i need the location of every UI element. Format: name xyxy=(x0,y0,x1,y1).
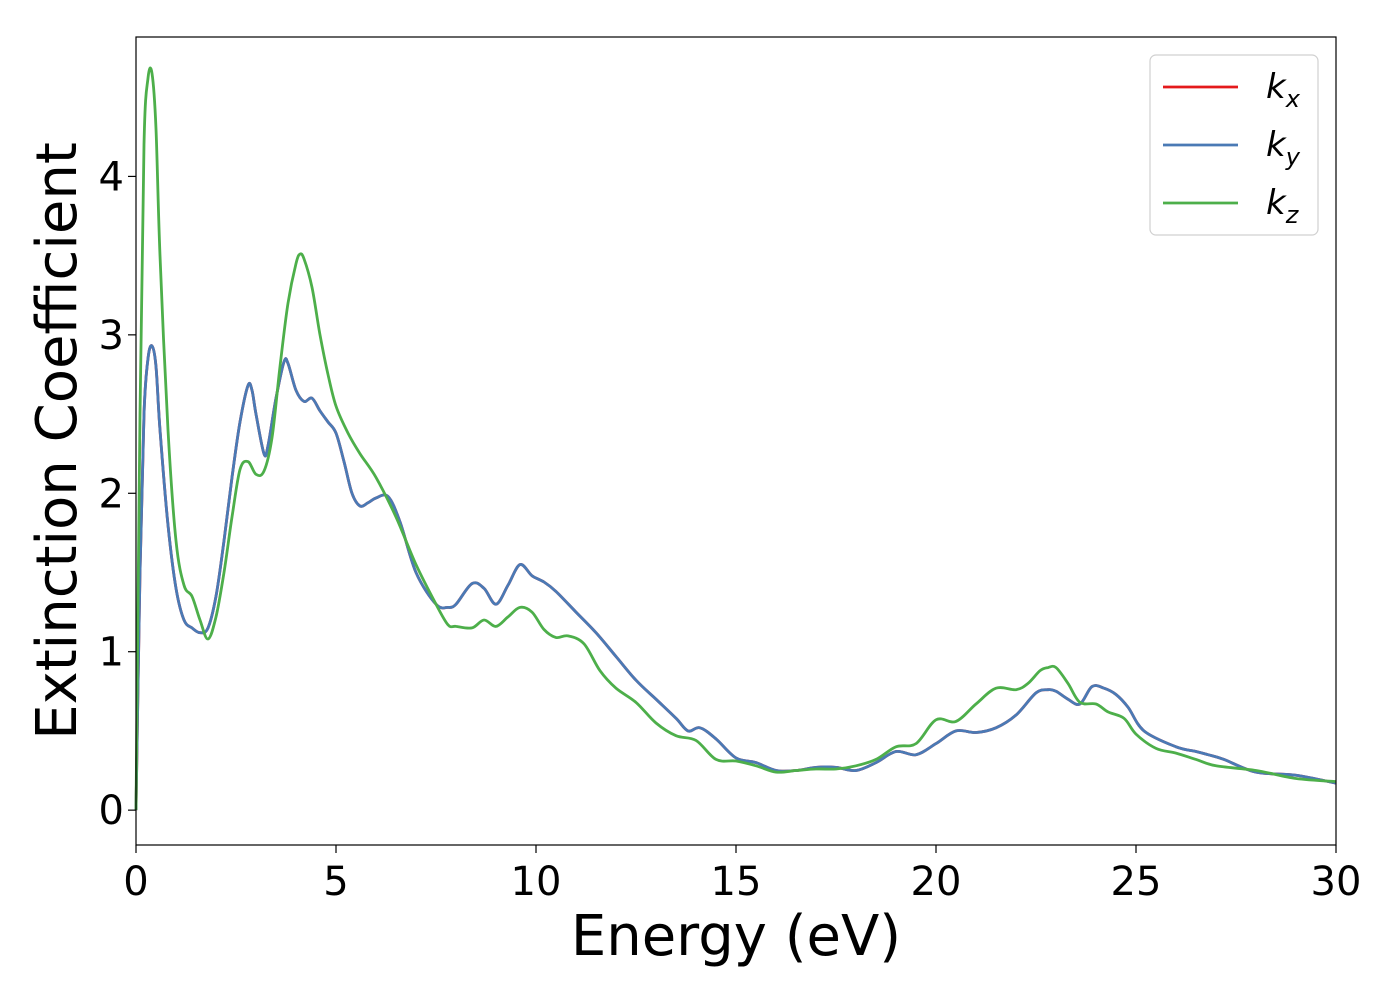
legend-label-z: kz xyxy=(1266,183,1300,229)
x-axis: 0 5 10 15 20 25 30 xyxy=(123,845,1361,905)
x-axis-title: Energy (eV) xyxy=(571,904,901,969)
legend-entries: kx ky kz xyxy=(1163,67,1301,229)
y-tick-label: 1 xyxy=(99,630,124,676)
y-axis-title: Extinction Coefficient xyxy=(25,142,90,740)
x-tick-label: 0 xyxy=(123,859,148,905)
x-tick-label: 10 xyxy=(511,859,562,905)
x-tick-label: 30 xyxy=(1311,859,1362,905)
series-group xyxy=(134,66,1337,811)
y-axis: 0 1 2 3 4 xyxy=(99,154,136,834)
legend: kx ky kz xyxy=(1149,54,1319,236)
series-line-z xyxy=(134,66,1337,811)
x-tick-label: 25 xyxy=(1111,859,1162,905)
series-line-y xyxy=(134,344,1337,811)
y-tick-label: 0 xyxy=(99,788,124,834)
legend-label-y: ky xyxy=(1266,125,1301,171)
y-tick-label: 4 xyxy=(99,154,124,200)
plot-background xyxy=(136,37,1336,845)
legend-label-x: kx xyxy=(1266,67,1301,113)
y-tick-label: 2 xyxy=(99,471,124,517)
x-tick-label: 20 xyxy=(911,859,962,905)
x-tick-label: 15 xyxy=(711,859,762,905)
y-tick-label: 3 xyxy=(99,313,124,359)
x-tick-label: 5 xyxy=(323,859,348,905)
